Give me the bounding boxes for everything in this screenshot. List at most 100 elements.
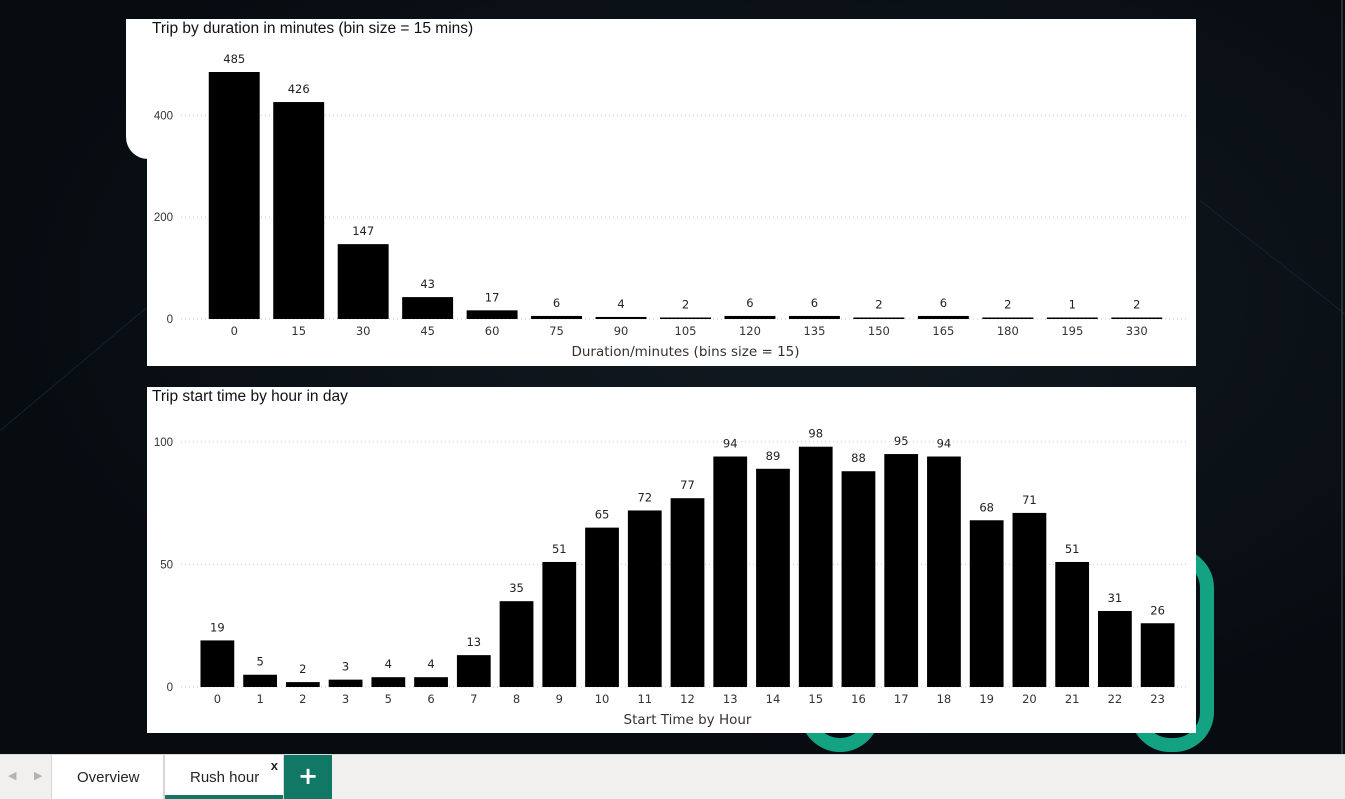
x-tick-label: 120 <box>739 324 761 338</box>
x-tick-label: 22 <box>1108 692 1123 706</box>
bar <box>627 510 662 687</box>
data-label: 6 <box>940 296 947 310</box>
data-label: 72 <box>637 490 652 504</box>
bar <box>499 601 534 687</box>
bar <box>200 640 235 687</box>
data-label: 89 <box>766 449 781 463</box>
y-tick-label: 0 <box>167 682 173 694</box>
start-hour-chart: 0501001905122334546137358519651072117712… <box>154 427 1187 728</box>
data-label: 6 <box>746 296 753 310</box>
x-tick-label: 14 <box>766 692 781 706</box>
data-label: 4 <box>617 297 624 311</box>
bar <box>273 102 325 319</box>
data-label: 94 <box>723 437 738 451</box>
x-tick-label: 13 <box>723 692 738 706</box>
data-label: 147 <box>352 224 374 238</box>
bar <box>969 520 1004 687</box>
x-tick-label: 20 <box>1022 692 1037 706</box>
bar <box>542 561 577 687</box>
x-tick-label: 21 <box>1065 692 1080 706</box>
x-axis-title: Start Time by Hour <box>624 712 752 728</box>
bar <box>1012 512 1047 687</box>
x-tick-label: 90 <box>614 324 629 338</box>
bar <box>328 679 363 687</box>
bar <box>884 454 919 687</box>
x-tick-label: 15 <box>808 692 823 706</box>
data-label: 77 <box>680 478 695 492</box>
duration-chart-card[interactable]: 0 200 400 485 0 426 15 147 30 43 45 17 60 6 75 4 90 2 105 6… <box>147 19 1196 366</box>
data-label: 19 <box>210 620 225 634</box>
x-tick-label: 150 <box>868 324 890 338</box>
x-tick-label: 16 <box>851 692 866 706</box>
bar <box>585 527 619 687</box>
active-tab-indicator <box>165 795 283 799</box>
tab-overview[interactable]: Overview <box>51 755 164 799</box>
x-tick-label: 23 <box>1150 692 1165 706</box>
data-label: 94 <box>937 437 952 451</box>
x-tick-label: 135 <box>803 324 825 338</box>
data-label: 51 <box>552 542 567 556</box>
bar <box>788 315 840 319</box>
add-page-button[interactable]: + <box>284 755 332 799</box>
data-label: 3 <box>342 660 349 674</box>
x-tick-label: 195 <box>1061 324 1083 338</box>
bar <box>670 498 705 687</box>
bar <box>917 315 969 319</box>
bar <box>841 471 876 687</box>
data-label: 2 <box>299 662 306 676</box>
chart-title: Trip by duration in minutes (bin size = … <box>152 20 474 37</box>
bar <box>927 456 961 687</box>
bar <box>1098 610 1132 687</box>
data-label: 6 <box>811 296 818 310</box>
y-tick-label: 0 <box>167 314 173 326</box>
bar <box>285 682 320 687</box>
x-tick-label: 180 <box>997 324 1019 338</box>
bar <box>724 315 776 319</box>
start-hour-chart-card[interactable]: 0 50 100 19 0 5 1 2 2 3 3 4 5 4 6 13 7 35 8 51 9 65 10 72 11 77 12… <box>147 387 1196 733</box>
duration-chart: 0 200 400 485 0 426 15 147 30 43 45 17 60 6 75 4 90 2 105 6… <box>154 52 1187 360</box>
data-label: 2 <box>1004 298 1011 312</box>
bar <box>595 316 647 319</box>
bar <box>466 310 518 319</box>
data-label: 26 <box>1150 603 1165 617</box>
page-edge <box>1341 0 1343 754</box>
previous-page-arrow-icon[interactable]: ◀ <box>8 769 17 782</box>
x-tick-label: 12 <box>680 692 695 706</box>
bar <box>798 446 833 687</box>
data-label: 485 <box>223 52 245 66</box>
close-tab-icon[interactable]: x <box>270 758 278 773</box>
bar <box>531 315 583 319</box>
report-canvas: 0 200 400 485 0 426 15 147 30 43 45 17 60 6 75 4 90 2 105 6… <box>0 0 1345 754</box>
data-label: 95 <box>894 434 909 448</box>
bar <box>756 468 790 687</box>
tab-rush-hour[interactable]: Rush hour x <box>164 755 284 799</box>
bar <box>1140 623 1175 687</box>
data-label: 2 <box>682 298 689 312</box>
data-label: 17 <box>485 290 500 304</box>
x-tick-label: 330 <box>1126 324 1148 338</box>
x-tick-label: 60 <box>485 324 500 338</box>
data-label: 4 <box>427 657 434 671</box>
bar <box>660 317 711 319</box>
x-tick-label: 5 <box>385 692 392 706</box>
x-tick-label: 0 <box>214 692 221 706</box>
data-label: 2 <box>1133 298 1140 312</box>
y-tick-label: 50 <box>160 559 173 571</box>
data-label: 2 <box>875 298 882 312</box>
data-label: 31 <box>1108 591 1123 605</box>
x-tick-label: 0 <box>231 324 238 338</box>
data-label: 43 <box>420 277 435 291</box>
bar <box>713 456 748 687</box>
y-tick-label: 400 <box>154 110 173 122</box>
next-page-arrow-icon[interactable]: ▶ <box>34 769 43 782</box>
data-label: 51 <box>1065 542 1080 556</box>
tab-label: Overview <box>77 769 140 786</box>
x-tick-label: 8 <box>513 692 520 706</box>
x-tick-label: 9 <box>556 692 563 706</box>
card-corner-decoration <box>126 19 148 159</box>
x-tick-label: 75 <box>549 324 564 338</box>
x-tick-label: 165 <box>932 324 954 338</box>
x-tick-label: 45 <box>420 324 435 338</box>
x-tick-label: 30 <box>356 324 371 338</box>
bar <box>853 317 905 319</box>
